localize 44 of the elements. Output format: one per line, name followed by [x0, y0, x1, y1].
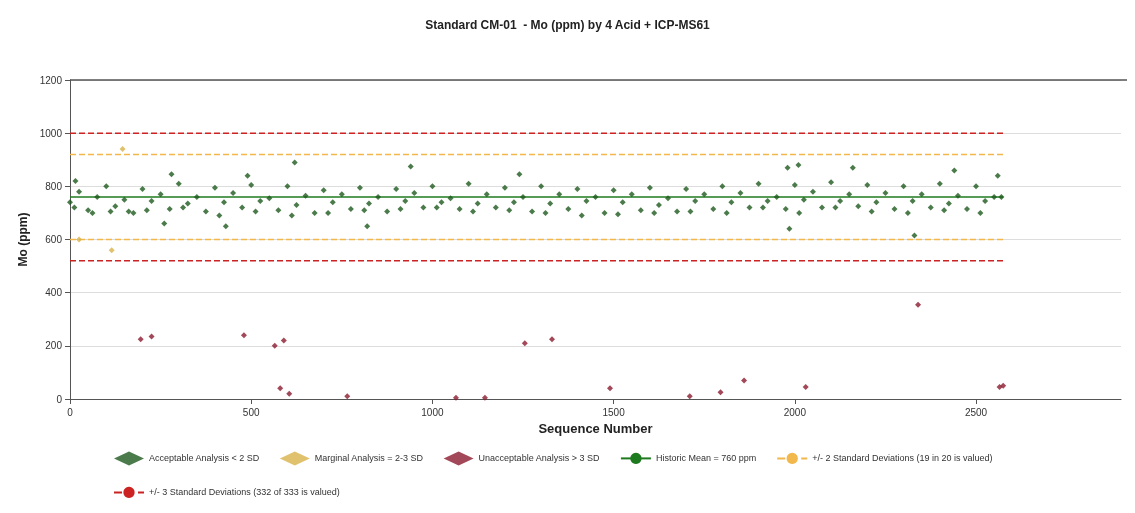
y-tick-label: 200	[45, 340, 63, 352]
point	[607, 385, 613, 392]
x-tick-label: 500	[242, 406, 260, 418]
point	[549, 336, 556, 343]
point	[741, 377, 748, 384]
point	[481, 394, 488, 401]
x-tick-label: 1500	[602, 406, 626, 418]
point	[344, 393, 351, 400]
point	[915, 301, 922, 308]
point	[686, 393, 693, 400]
x-tick-label: 1000	[421, 406, 444, 418]
point	[277, 385, 284, 392]
y-tick-label: 0	[56, 393, 63, 405]
legend-label: +/- 3 Standard Deviations (332 of 333 is valued)	[149, 487, 340, 498]
point	[148, 333, 155, 340]
point	[137, 336, 144, 343]
chart-title: Standard CM-01 - Mo (ppm) by 4 Acid + ICP-MS61	[425, 18, 711, 32]
y-axis-title: Mo (ppm)	[15, 212, 30, 267]
point	[76, 236, 83, 243]
legend-label: Unacceptable Analysis > 3 SD	[478, 453, 600, 464]
point	[240, 332, 247, 339]
y-tick-label: 400	[45, 287, 63, 299]
point	[802, 384, 809, 391]
point	[271, 342, 278, 349]
legend-label: Historic Mean = 760 ppm	[655, 453, 757, 464]
point	[280, 337, 287, 344]
y-tick-label: 1000	[39, 127, 63, 139]
x-tick-label: 0	[67, 406, 74, 418]
legend-label: Acceptable Analysis < 2 SD	[149, 453, 260, 464]
point	[452, 394, 459, 401]
point	[1000, 382, 1007, 389]
x-tick-label: 2500	[964, 406, 988, 418]
legend-label: Marginal Analysis = 2-3 SD	[314, 453, 424, 464]
y-tick-label: 800	[45, 180, 63, 192]
y-tick-label: 1200	[39, 74, 63, 86]
x-tick-label: 2000	[783, 406, 807, 418]
point	[286, 390, 293, 397]
y-tick-label: 600	[45, 234, 63, 245]
x-axis-title: Sequence Number	[538, 420, 653, 436]
legend-label: +/- 2 Standard Deviations (19 in 20 is valued)	[812, 453, 993, 464]
point	[717, 389, 724, 396]
point	[108, 247, 115, 254]
point	[521, 340, 528, 347]
point	[119, 146, 126, 153]
